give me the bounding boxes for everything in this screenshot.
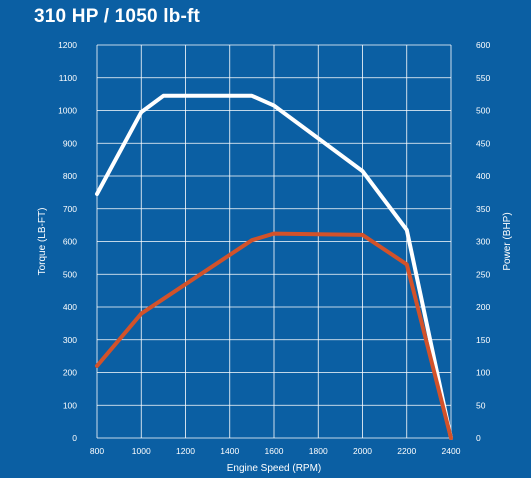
y-left-tick-label: 100 [63,400,77,410]
x-tick-label: 1200 [176,446,195,456]
y-right-tick-label: 300 [476,237,490,247]
y-left-tick-label: 200 [63,368,77,378]
y-right-tick-label: 600 [476,40,490,50]
x-tick-label: 800 [90,446,104,456]
y-right-tick-label: 100 [476,368,490,378]
y-left-tick-label: 700 [63,204,77,214]
grid-lines [96,44,452,439]
x-tick-label: 1400 [220,446,239,456]
x-tick-label: 2200 [397,446,416,456]
y-right-tick-label: 200 [476,302,490,312]
y-right-tick-label: 550 [476,73,490,83]
y-right-tick-label: 500 [476,106,490,116]
y-right-tick-label: 250 [476,269,490,279]
y-right-tick-label: 450 [476,138,490,148]
y-axis-left-label: Torque (LB-FT) [37,208,48,276]
y-left-tick-label: 0 [72,433,77,443]
tick-labels: 800 1000 1200 1400 1600 1800 2000 2200 240001002… [58,40,490,456]
y-left-tick-label: 400 [63,302,77,312]
y-right-tick-label: 350 [476,204,490,214]
y-left-tick-label: 1000 [58,106,77,116]
chart-title: 310 HP / 1050 lb-ft [34,6,201,27]
torque-curve-line [95,93,453,440]
x-tick-label: 1600 [265,446,284,456]
y-left-tick-label: 1200 [58,40,77,50]
y-left-tick-label: 300 [63,335,77,345]
x-tick-label: 2400 [442,446,461,456]
y-left-tick-label: 900 [63,138,77,148]
x-axis-label: Engine Speed (RPM) [227,463,322,474]
x-tick-label: 1800 [309,446,328,456]
x-tick-label: 1000 [132,446,151,456]
y-right-tick-label: 0 [476,433,481,443]
y-left-tick-label: 600 [63,237,77,247]
series-lines [95,93,453,440]
y-right-tick-label: 150 [476,335,490,345]
y-axis-right-label: Power (BHP) [502,212,513,270]
y-left-tick-label: 1100 [59,73,78,83]
x-tick-label: 2000 [353,446,372,456]
y-left-tick-label: 800 [63,171,77,181]
y-left-tick-label: 500 [63,269,77,279]
y-right-tick-label: 50 [476,400,486,410]
y-right-tick-label: 400 [476,171,490,181]
